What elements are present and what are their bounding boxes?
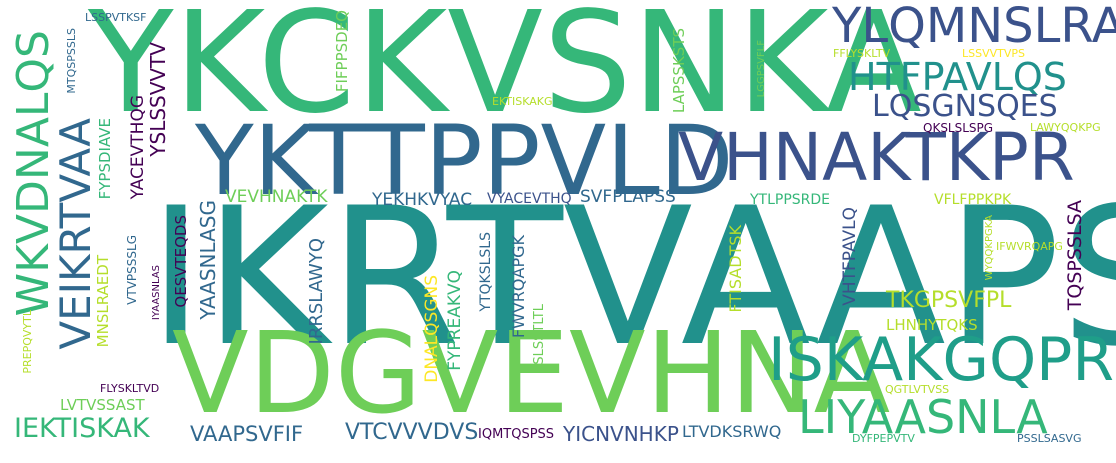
word-lvtvssast: LVTVSSAST [60, 396, 145, 414]
word-fypreakvq: FYPREAKVQ [445, 270, 465, 371]
word-vtvpssslg: VTVPSSSLG [125, 235, 139, 305]
word-vevhnaktk: VEVHNAKTK [225, 187, 328, 207]
word-yacevthqg: YACEVTHQG [128, 95, 148, 200]
word-lapssksts: LAPSSKSTS [670, 28, 688, 114]
word-vaapsvfif: VAAPSVFIF [190, 422, 304, 446]
word-fflyskltv: FFLYSKLTV [833, 47, 891, 60]
word-wyqqkpgka: WYQQKPGKA [984, 215, 995, 281]
word-ikrtvaaps: IKRTVAAPS [148, 167, 1116, 388]
word-yslsstltl: YSLSSTLTL [532, 304, 547, 373]
word-svfplapss: SVFPLAPSS [580, 187, 676, 207]
word-vyacevthq: VYACEVTHQ [487, 191, 572, 207]
word-vdgvevhna: VDGVEVHNA [172, 309, 891, 439]
word-dyfpepvtv: DYFPEPVTV [852, 432, 915, 445]
word-yicnvnhkp: YICNVNHKP [563, 422, 679, 446]
word-lggpsvflf: LGGPSVFLF [756, 40, 767, 98]
word-qesvteqds: QESVTEQDS [172, 215, 190, 308]
word-ykckvsnka: YKCKVSNKA [88, 0, 922, 145]
word-lawyqqkpg: LAWYQQKPG [1030, 121, 1101, 134]
word-ltvdksrwq: LTVDKSRWQ [682, 422, 782, 441]
word-wkvdnalqs: WKVDNALQS [8, 30, 59, 317]
word-dnalqsgns: DNALQSGNS [422, 275, 442, 383]
word-vflfppkpk: VFLFPPKPK [934, 192, 1012, 208]
word-prepqvytl: PREPQVYTL [21, 310, 34, 374]
word-psslsasvg: PSSLSASVG [1017, 432, 1082, 445]
word-ylqmnslra: YLQMNSLRA [832, 0, 1116, 54]
word-lhnhytqks: LHNHYTQKS [886, 316, 978, 334]
word-iektiskak: IEKTISKAK [14, 413, 150, 444]
word-fifppsdeq: FIFPPSDEQ [333, 10, 351, 93]
word-yslssvvtv: YSLSSVVTV [146, 42, 170, 157]
word-ifwvrqapg: IFWVRQAPG [996, 240, 1063, 253]
word-qgtlvtvss: QGTLVTVSS [885, 383, 950, 396]
word-iqmtqspss: IQMTQSPSS [478, 427, 555, 442]
word-htfpavlqs: HTFPAVLQS [848, 55, 1067, 99]
word-ykttppvld: YKTTPPVLD [195, 105, 734, 217]
word-vtcvvvdvs: VTCVVVDVS [345, 420, 479, 445]
word-vhnaktkpr: VHNAKTKPR [678, 119, 1075, 196]
word-lqsgnsqes: LQSGNSQES [872, 89, 1058, 124]
word-iskakgqpr: ISKAKGQPR [768, 325, 1115, 395]
word-ftisadtsk: FTISADTSK [726, 225, 745, 313]
word-mtqspssls: MTQSPSSLS [65, 28, 78, 94]
word-vhtfpavlq: VHTFPAVLQ [840, 207, 860, 306]
word-tqspsslsa: TQSPSSLSA [1064, 200, 1086, 311]
word-ytqkslsls: YTQKSLSLS [478, 232, 494, 312]
word-fwvrqapgk: FWVRQAPGK [509, 235, 528, 339]
word-fypsdiave: FYPSDIAVE [96, 118, 114, 200]
word-ytlppsrde: YTLPPSRDE [750, 192, 831, 208]
word-yaasnlasg: YAASNLASG [196, 200, 220, 320]
word-veikrtvaa: VEIKRTVAA [51, 118, 100, 350]
word-flyskltvd: FLYSKLTVD [100, 382, 160, 395]
word-mnslraedt: MNSLRAEDT [94, 255, 112, 348]
word-iyaasnlas: IYAASNLAS [151, 265, 162, 321]
word-yekhkvyac: YEKHKVYAC [372, 190, 473, 210]
word-tkgpsvfpl: TKGPSVFPL [886, 288, 1012, 313]
word-liyaasnla: LIYAASNLA [798, 390, 1048, 444]
word-qkslslspg: QKSLSLSPG [923, 121, 994, 135]
word-ektiskakg: EKTISKAKG [492, 95, 553, 108]
word-lsspvtksf: LSSPVTKSF [85, 11, 147, 24]
word-irrslawyq: IRRSLAWYQ [306, 238, 327, 345]
word-lssvvtvps: LSSVVTVPS [962, 47, 1026, 60]
